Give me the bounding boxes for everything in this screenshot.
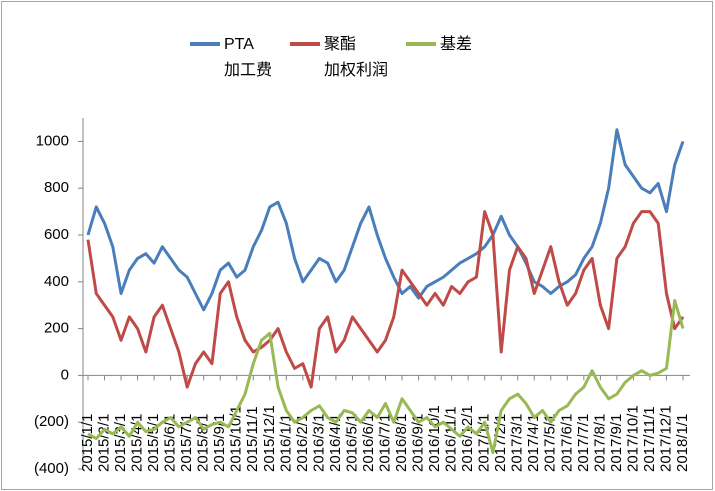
y-tick-label: (400) xyxy=(34,460,69,477)
x-tick-label: 2017/10/1 xyxy=(624,405,641,472)
x-tick-label: 2016/12/1 xyxy=(459,405,476,472)
x-tick-label: 2016/6/1 xyxy=(360,414,377,472)
legend-item: 基差 xyxy=(406,32,472,84)
y-tick-label: 600 xyxy=(44,226,69,243)
x-tick-label: 2015/12/1 xyxy=(261,405,278,472)
x-tick-label: 2016/7/1 xyxy=(376,414,393,472)
x-tick-label: 2017/6/1 xyxy=(558,414,575,472)
x-tick-label: 2017/4/1 xyxy=(525,414,542,472)
x-tick-label: 2016/8/1 xyxy=(393,414,410,472)
x-tick-label: 2015/10/1 xyxy=(228,405,245,472)
x-tick-label: 2017/3/1 xyxy=(509,414,526,472)
y-tick-label: 400 xyxy=(44,273,69,290)
x-tick-label: 2017/5/1 xyxy=(542,414,559,472)
x-tick-label: 2017/12/1 xyxy=(657,405,674,472)
x-tick-label: 2016/5/1 xyxy=(343,414,360,472)
x-tick-label: 2015/11/1 xyxy=(244,406,261,472)
y-tick-label: 200 xyxy=(44,320,69,337)
y-tick-label: 0 xyxy=(61,366,69,383)
x-tick-label: 2017/9/1 xyxy=(608,414,625,472)
x-tick-label: 2015/3/1 xyxy=(112,414,129,472)
series-line xyxy=(86,210,685,389)
x-tick-label: 2016/2/1 xyxy=(294,414,311,472)
x-tick-label: 2016/3/1 xyxy=(310,414,327,472)
legend-label: PTA 加工费 xyxy=(224,36,273,79)
series-line xyxy=(86,128,685,312)
y-tick-label: (200) xyxy=(34,413,69,430)
x-tick-label: 2017/8/1 xyxy=(591,414,608,472)
x-tick-label: 2018/1/1 xyxy=(674,414,691,472)
x-tick-label: 2015/6/1 xyxy=(162,414,179,472)
legend-swatch xyxy=(406,42,437,46)
legend-swatch xyxy=(190,42,220,46)
legend: PTA 加工费 聚酯 加权利润 基差 xyxy=(190,32,472,84)
legend-swatch xyxy=(290,42,321,46)
x-tick-label: 2016/11/1 xyxy=(443,406,460,472)
legend-item: 聚酯 加权利润 xyxy=(290,32,388,84)
x-tick-label: 2016/4/1 xyxy=(327,414,344,472)
x-tick-label: 2016/10/1 xyxy=(426,405,443,472)
x-tick-label: 2015/1/1 xyxy=(79,414,96,472)
y-tick-label: 800 xyxy=(44,179,69,196)
legend-label: 基差 xyxy=(440,36,473,53)
legend-label: 聚酯 加权利润 xyxy=(324,36,389,79)
x-tick-label: 2015/5/1 xyxy=(145,414,162,472)
legend-item: PTA 加工费 xyxy=(190,32,272,84)
x-tick-label: 2015/9/1 xyxy=(211,414,228,472)
x-tick-label: 2015/7/1 xyxy=(178,414,195,472)
x-tick-label: 2016/9/1 xyxy=(410,414,427,472)
x-tick-label: 2015/2/1 xyxy=(95,414,112,472)
series-line xyxy=(87,299,685,455)
x-tick-label: 2017/7/1 xyxy=(575,414,592,472)
x-tick-label: 2017/11/1 xyxy=(641,406,658,472)
x-tick-label: 2016/1/1 xyxy=(277,414,294,472)
y-tick-label: 1000 xyxy=(36,132,69,149)
